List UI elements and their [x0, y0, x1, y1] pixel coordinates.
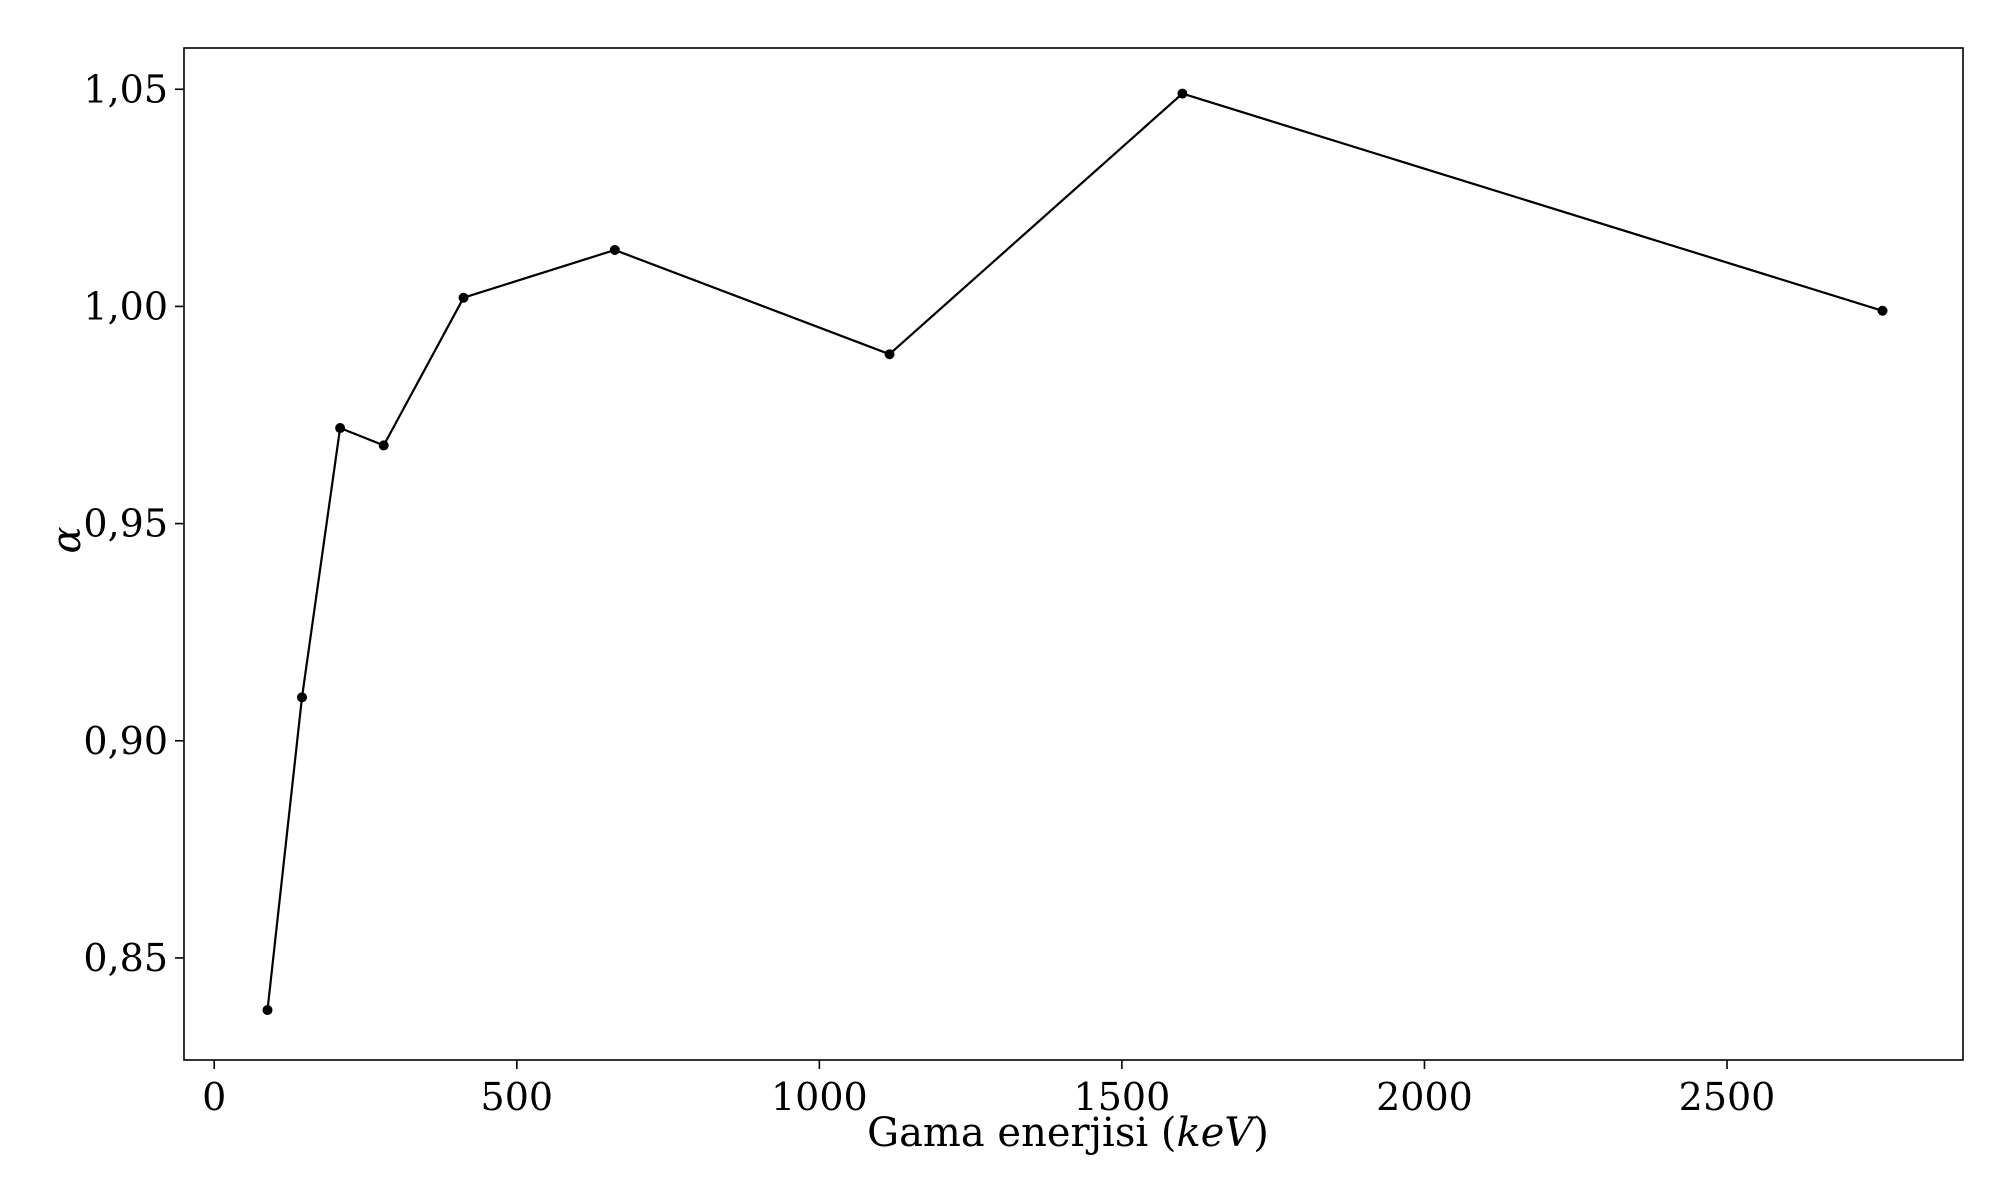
y-tick-label: 0,85 — [83, 936, 168, 980]
data-point — [1177, 88, 1188, 99]
plot-area — [183, 47, 1964, 1061]
x-tick-label: 2500 — [1679, 1075, 1776, 1119]
x-tick-label: 1500 — [1074, 1075, 1171, 1119]
data-point — [609, 244, 620, 255]
data-point — [335, 423, 346, 434]
y-tick-label: 0,95 — [83, 502, 168, 546]
x-tick-label: 2000 — [1376, 1075, 1473, 1119]
x-axis-label-close-paren: ) — [1253, 1110, 1269, 1156]
y-tick-label: 0,90 — [83, 719, 168, 763]
x-tick-label: 1000 — [771, 1075, 868, 1119]
data-point — [378, 440, 389, 451]
x-axis-label-text: Gama enerjisi — [867, 1110, 1148, 1156]
data-point — [1877, 305, 1888, 316]
axis-ticks: 0 500 1000 1500 2000 2500 0,85 0,90 0,95 1,00 1,05 — [83, 67, 1775, 1119]
series-line — [266, 92, 1883, 1011]
x-tick-label: 500 — [481, 1075, 554, 1119]
x-axis-label: Gama enerjisi (keV) — [867, 1110, 1269, 1156]
x-tick-label: 0 — [202, 1075, 226, 1119]
data-point — [458, 292, 469, 303]
x-axis-label-open-paren: ( — [1148, 1110, 1176, 1156]
data-point — [884, 349, 895, 360]
y-tick-label: 1,00 — [83, 284, 168, 328]
y-tick-label: 1,05 — [83, 67, 168, 111]
plot-frame — [183, 47, 1964, 1061]
data-point — [296, 692, 307, 703]
x-axis-label-unit: keV — [1176, 1110, 1257, 1156]
data-point — [262, 1005, 273, 1016]
y-axis-label: α — [44, 526, 90, 553]
